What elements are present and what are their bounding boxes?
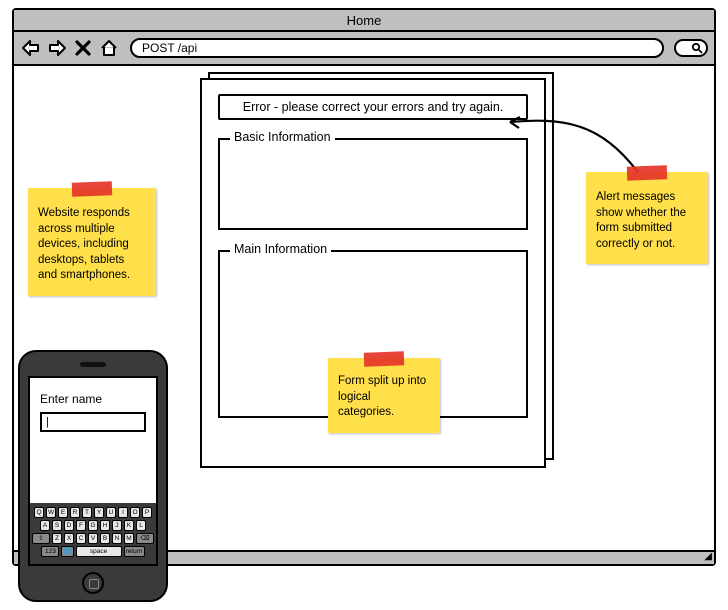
- keyboard-key[interactable]: 🌐: [61, 546, 73, 557]
- forward-icon[interactable]: [46, 37, 68, 59]
- keyboard-key[interactable]: S: [52, 520, 62, 531]
- error-alert: Error - please correct your errors and t…: [218, 94, 528, 120]
- keyboard-key[interactable]: B: [100, 533, 110, 544]
- back-icon[interactable]: [20, 37, 42, 59]
- keyboard-key[interactable]: Y: [94, 507, 104, 518]
- sticky-categories-text: Form split up into logical categories.: [338, 375, 426, 418]
- keyboard-key[interactable]: T: [82, 507, 92, 518]
- keyboard-key[interactable]: V: [88, 533, 98, 544]
- fieldset-main-legend: Main Information: [230, 242, 331, 256]
- sticky-alerts: Alert messages show whether the form sub…: [586, 172, 708, 264]
- fieldset-basic-legend: Basic Information: [230, 130, 335, 144]
- sticky-responsive-text: Website responds across multiple devices…: [38, 207, 130, 281]
- sticky-categories: Form split up into logical categories.: [328, 358, 440, 433]
- search-pill[interactable]: [674, 39, 708, 57]
- keyboard-key[interactable]: return: [124, 546, 145, 557]
- phone-form: Enter name: [30, 378, 156, 440]
- browser-title: Home: [14, 10, 714, 32]
- phone-input-label: Enter name: [40, 392, 146, 406]
- keyboard-key[interactable]: W: [46, 507, 56, 518]
- phone-speaker-icon: [80, 362, 106, 367]
- keyboard-key[interactable]: R: [70, 507, 80, 518]
- keyboard-key[interactable]: O: [130, 507, 140, 518]
- keyboard-key[interactable]: I: [118, 507, 128, 518]
- fieldset-basic: Basic Information: [218, 138, 528, 230]
- keyboard-key[interactable]: Z: [52, 533, 62, 544]
- phone-mockup: Enter name QWERTYUIOP ASDFGHJKL ⇧ZXCVBNM…: [18, 350, 168, 602]
- phone-keyboard: QWERTYUIOP ASDFGHJKL ⇧ZXCVBNM⌫ 123🌐space…: [30, 503, 156, 564]
- keyboard-key[interactable]: space: [76, 546, 122, 557]
- browser-toolbar: POST /api: [14, 32, 714, 66]
- keyboard-key[interactable]: F: [76, 520, 86, 531]
- search-icon: [691, 42, 703, 54]
- keyboard-key[interactable]: 123: [41, 546, 59, 557]
- keyboard-key[interactable]: P: [142, 507, 152, 518]
- keyboard-key[interactable]: D: [64, 520, 74, 531]
- sticky-responsive: Website responds across multiple devices…: [28, 188, 156, 296]
- tape-icon: [72, 181, 112, 196]
- sticky-alerts-text: Alert messages show whether the form sub…: [596, 191, 686, 250]
- stop-icon[interactable]: [72, 37, 94, 59]
- keyboard-key[interactable]: C: [76, 533, 86, 544]
- keyboard-key[interactable]: L: [136, 520, 146, 531]
- tape-icon: [627, 165, 667, 180]
- keyboard-key[interactable]: ⇧: [32, 533, 50, 544]
- keyboard-key[interactable]: ⌫: [136, 533, 154, 544]
- url-input[interactable]: POST /api: [130, 38, 664, 58]
- keyboard-key[interactable]: G: [88, 520, 98, 531]
- tape-icon: [364, 351, 404, 366]
- keyboard-key[interactable]: E: [58, 507, 68, 518]
- phone-home-button[interactable]: [82, 572, 104, 594]
- phone-screen: Enter name QWERTYUIOP ASDFGHJKL ⇧ZXCVBNM…: [28, 376, 158, 566]
- keyboard-key[interactable]: X: [64, 533, 74, 544]
- keyboard-key[interactable]: N: [112, 533, 122, 544]
- keyboard-key[interactable]: Q: [34, 507, 44, 518]
- keyboard-key[interactable]: J: [112, 520, 122, 531]
- keyboard-key[interactable]: U: [106, 507, 116, 518]
- keyboard-key[interactable]: K: [124, 520, 134, 531]
- keyboard-key[interactable]: M: [124, 533, 134, 544]
- keyboard-key[interactable]: A: [40, 520, 50, 531]
- keyboard-key[interactable]: H: [100, 520, 110, 531]
- resize-grip-icon: ◢: [704, 551, 711, 562]
- phone-name-input[interactable]: [40, 412, 146, 432]
- home-icon[interactable]: [98, 37, 120, 59]
